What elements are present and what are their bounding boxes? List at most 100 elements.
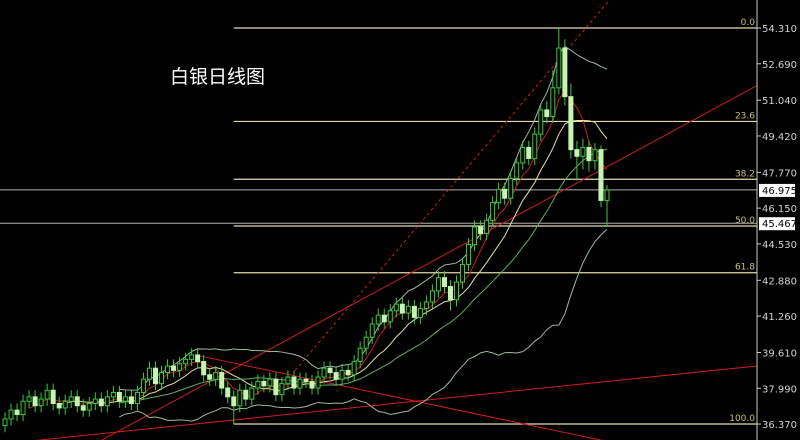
candle-body [98,398,104,407]
candle [291,370,297,395]
candle-body [598,149,604,201]
candle-body [309,380,315,389]
y-tick-label: 42.880 [762,276,797,287]
candle [255,374,261,395]
candle-body [110,391,116,398]
candle [417,301,423,325]
candle [237,383,243,413]
candle-body [303,378,309,382]
candle-body [526,146,532,159]
candle-body [134,391,140,404]
fib-label: 100.0 [729,414,755,424]
candle [339,363,345,386]
candle [201,354,207,382]
candle-body [279,383,285,396]
candle [183,352,189,371]
y-tick-label: 39.610 [762,349,797,360]
candle-body [50,389,56,404]
candle-body [502,188,508,199]
candle [544,101,550,124]
candle [14,403,20,422]
candle-body [550,87,556,118]
candle-body [171,365,177,371]
candle-body [580,146,586,157]
candle-body [411,305,417,318]
candle [26,390,32,408]
bollinger-upper-line [119,45,608,391]
candle-body [219,372,225,389]
y-tick-label: 41.260 [762,312,797,323]
candle [153,361,158,391]
candle [116,385,122,408]
price-label-box [759,217,795,231]
candle-body [405,305,411,314]
candle [586,140,592,172]
candle [225,381,231,404]
candle-body [556,47,562,89]
candle-body [122,396,128,402]
candle [351,354,357,382]
candle [140,372,146,400]
candle [321,361,327,384]
candle-body [387,310,393,323]
candle-body [369,323,375,338]
fib-label: 0.0 [741,18,756,28]
candle [189,348,195,366]
candle [447,279,453,311]
candle [56,396,62,415]
y-tick-label: 49.420 [762,132,797,143]
candle-body [472,226,478,246]
fib-label: 61.8 [735,263,755,273]
candle [508,171,514,205]
candle-body [423,301,429,310]
candle [454,275,459,307]
candle [92,392,98,411]
candle [526,140,532,166]
candle-body [195,354,201,363]
candle-body [201,361,207,376]
candle-body [146,367,152,380]
current-price-label: 46.975 [762,186,797,197]
candle [165,359,171,380]
fib-label: 50.0 [735,216,755,226]
candle-body [104,396,110,407]
candle [128,390,134,411]
candle [411,299,417,325]
candle-body [128,396,134,404]
candle-body [267,378,273,387]
candle [285,370,291,391]
candle [562,39,568,106]
candle-body [321,367,327,378]
candle [363,330,369,355]
candle [213,365,219,386]
candle-body [574,149,580,157]
candle [327,361,333,380]
candle-body [261,380,267,387]
candle [261,374,267,393]
ma10-line [59,119,608,406]
y-tick-label: 36.370 [762,420,797,431]
candle-body [243,389,249,400]
candle-body [68,396,74,402]
candle-body [514,162,520,179]
candle [387,304,393,329]
candle-body [532,133,538,159]
candle [580,138,586,170]
candle [502,182,508,205]
candle [20,394,26,422]
candle-body [381,314,387,323]
candle [357,341,363,369]
candle-body [38,398,44,407]
candle [195,348,201,369]
candle-body [273,378,279,396]
y-tick-label: 52.690 [762,60,797,71]
candle [171,359,177,378]
candle [80,399,86,417]
trendline [100,85,758,440]
y-tick-label: 51.040 [762,96,797,107]
candle-body [399,303,405,314]
candle [309,374,315,395]
candle-body [26,396,32,402]
candle [279,377,285,402]
candle [315,370,321,395]
